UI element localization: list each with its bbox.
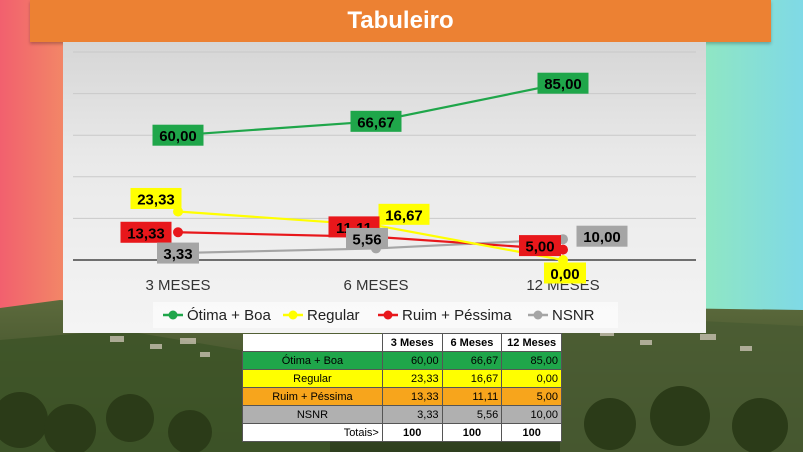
page-title: Tabuleiro (30, 0, 771, 42)
table-corner (242, 333, 383, 352)
totals-label: Totais> (242, 423, 383, 442)
data-label: 0,00 (550, 266, 579, 283)
data-label-box (152, 124, 204, 146)
totals-cell: 100 (441, 423, 503, 442)
table-row: Regular 23,33 16,67 0,00 (242, 369, 562, 388)
totals-cell: 100 (381, 423, 443, 442)
x-tick-label: 6 MESES (343, 277, 408, 294)
totals-cell: 100 (501, 423, 562, 442)
legend-marker (168, 310, 178, 320)
table-totals-row: Totais> 100 100 100 (242, 423, 562, 442)
chart-panel: 3 MESES 6 MESES 12 MESES 60,00 66,67 85,00 23,… (63, 42, 706, 333)
data-label: 66,67 (357, 114, 395, 131)
legend-marker (533, 310, 543, 320)
data-table: 3 Meses 6 Meses 12 Meses Ótima + Boa 60,0… (242, 333, 562, 442)
data-label-box (350, 110, 402, 132)
data-label: 5,56 (352, 231, 381, 248)
table-row: Ruim + Péssima 13,33 11,11 5,00 (242, 387, 562, 406)
table-row: Ótima + Boa 60,00 66,67 85,00 (242, 351, 562, 370)
data-label-box (378, 203, 430, 225)
data-label-box (519, 235, 561, 257)
legend-label: Ruim + Péssima (402, 307, 512, 324)
table-cell: 85,00 (501, 351, 562, 370)
legend-marker (383, 310, 393, 320)
table-cell: 13,33 (381, 387, 443, 406)
data-label-box (544, 262, 586, 284)
data-label-box (130, 187, 182, 209)
table-cell: 16,67 (441, 369, 503, 388)
data-label-box (537, 72, 589, 94)
line-chart: 3 MESES 6 MESES 12 MESES60,0066,6785,0023,… (73, 51, 696, 328)
data-label: 10,00 (583, 229, 621, 246)
data-label: 85,00 (544, 76, 582, 93)
data-label: 5,00 (525, 239, 554, 256)
legend-label: Ótima + Boa (187, 307, 271, 324)
table-row-label: Regular (242, 369, 383, 388)
table-header: 12 Meses (501, 333, 562, 352)
data-label: 3,33 (163, 246, 192, 263)
table-cell: 60,00 (381, 351, 443, 370)
table-cell: 66,67 (441, 351, 503, 370)
table-header: 6 Meses (441, 333, 503, 352)
table-row: NSNR 3,33 5,56 10,00 (242, 405, 562, 424)
table-header: 3 Meses (381, 333, 443, 352)
data-label: 60,00 (159, 128, 197, 145)
data-label: 16,67 (385, 207, 423, 224)
legend-marker (288, 310, 298, 320)
table-cell: 11,11 (441, 387, 503, 406)
table-cell: 5,56 (441, 405, 503, 424)
data-label-box (120, 221, 172, 243)
data-label-box (346, 227, 388, 249)
data-label: 23,33 (137, 191, 175, 208)
table-cell: 0,00 (501, 369, 562, 388)
table-row-label: Ótima + Boa (242, 351, 383, 370)
table-cell: 23,33 (381, 369, 443, 388)
legend-label: NSNR (552, 307, 595, 324)
table-row-label: NSNR (242, 405, 383, 424)
legend-label: Regular (307, 307, 360, 324)
data-label-box (576, 225, 628, 247)
data-point (173, 227, 183, 238)
data-label: 13,33 (127, 225, 165, 242)
table-cell: 3,33 (381, 405, 443, 424)
x-tick-label: 3 MESES (145, 277, 210, 294)
table-cell: 10,00 (501, 405, 562, 424)
data-label-box (157, 242, 199, 264)
table-cell: 5,00 (501, 387, 562, 406)
table-row-label: Ruim + Péssima (242, 387, 383, 406)
